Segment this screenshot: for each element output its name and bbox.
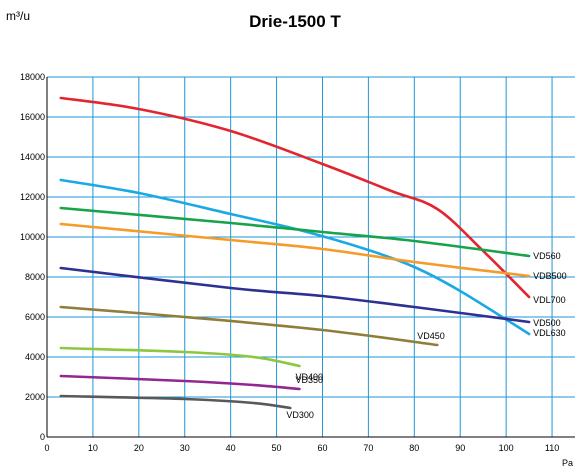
y-tick-label: 6000 — [25, 312, 45, 322]
series-label-vd350: VD350 — [296, 375, 324, 385]
x-tick-label: 80 — [409, 443, 419, 453]
series-line-vdl630 — [59, 178, 531, 336]
series-label-vd500: VD500 — [533, 318, 561, 328]
series-line-vd450 — [59, 305, 439, 347]
series-label-vdl700: VDL700 — [533, 295, 566, 305]
x-tick-label: 30 — [180, 443, 190, 453]
series-line-vd350 — [59, 374, 301, 391]
series-line-vdb500 — [59, 222, 531, 278]
x-tick-label: 20 — [134, 443, 144, 453]
series-label-vdb500: VDB500 — [533, 271, 567, 281]
y-tick-label: 2000 — [25, 392, 45, 402]
y-tick-label: 16000 — [20, 112, 45, 122]
series-label-vd560: VD560 — [533, 251, 561, 261]
series-label-vd450: VD450 — [417, 331, 445, 341]
y-tick-label: 18000 — [20, 72, 45, 82]
y-tick-label: 10000 — [20, 232, 45, 242]
y-tick-label: 4000 — [25, 352, 45, 362]
y-axis-unit: m³/u — [6, 9, 30, 23]
series-label-vdl630: VDL630 — [533, 328, 566, 338]
series-label-vd300: VD300 — [286, 410, 314, 420]
x-tick-label: 110 — [545, 443, 559, 453]
x-tick-label: 0 — [44, 443, 49, 453]
x-tick-label: 70 — [363, 443, 373, 453]
y-tick-label: 14000 — [20, 152, 45, 162]
x-tick-label: 50 — [272, 443, 282, 453]
y-tick-label: 0 — [40, 432, 45, 442]
x-tick-label: 10 — [88, 443, 98, 453]
series-label-vd400: VD400 — [296, 372, 324, 382]
series-line-vdl700 — [59, 96, 531, 299]
series-lines — [59, 96, 531, 410]
series-line-vd500 — [59, 266, 531, 324]
x-tick-label: 60 — [317, 443, 327, 453]
y-tick-label: 12000 — [20, 192, 45, 202]
x-axis-ticks: 0 10 20 30 40 50 60 70 80 90 100 110 — [44, 443, 559, 453]
y-axis-ticks: 0 2000 4000 6000 8000 10000 12000 14000 16000 180… — [20, 72, 45, 442]
series-line-vd300 — [59, 394, 292, 410]
y-tick-label: 8000 — [25, 272, 45, 282]
series-line-vd400 — [59, 346, 301, 368]
x-tick-label: 40 — [226, 443, 236, 453]
x-axis-label: Pa — [562, 458, 573, 468]
series-labels: VDL700VDL630VD560VDB500VD500VD450VD400VD… — [286, 251, 566, 420]
chart-title: Drie-1500 T — [249, 12, 341, 31]
axes — [46, 77, 575, 438]
x-tick-label: 100 — [499, 443, 514, 453]
x-tick-label: 90 — [455, 443, 465, 453]
series-line-vd560 — [59, 206, 531, 258]
